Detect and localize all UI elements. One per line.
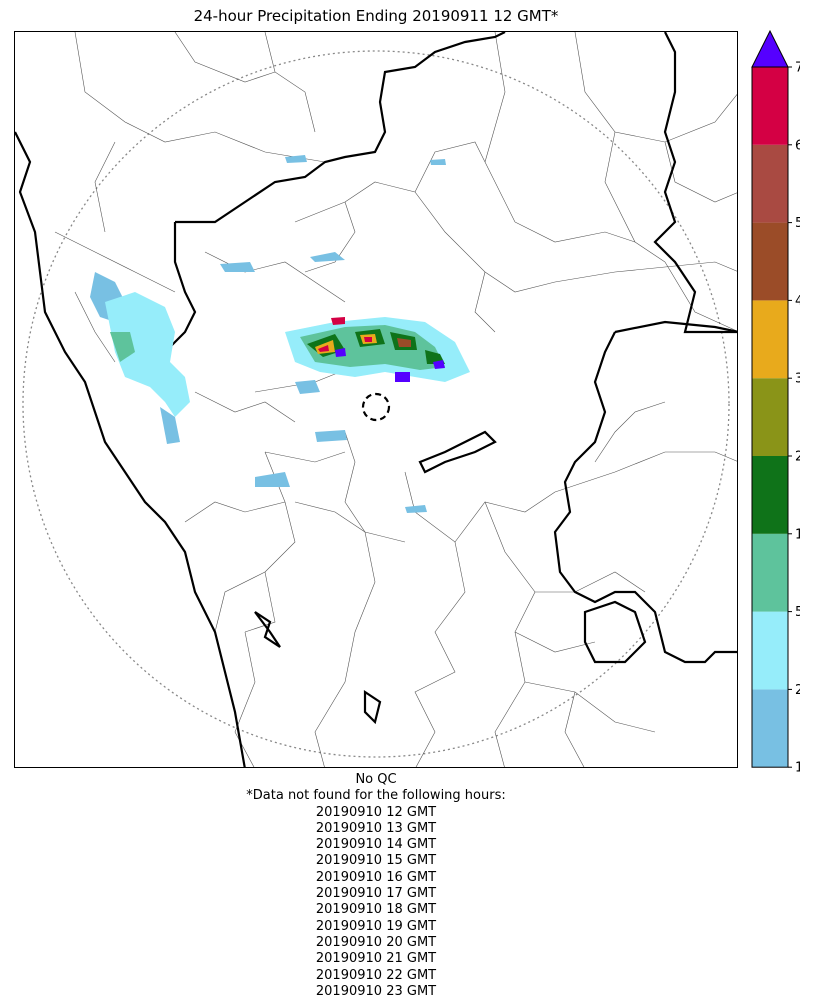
colorbar-segment	[752, 144, 788, 223]
colorbar-tick-label: 70	[795, 61, 800, 76]
colorbar-tick-label: 30	[795, 372, 800, 387]
colorbar-segment	[752, 533, 788, 612]
colorbar-segment	[752, 300, 788, 379]
missing-hour-item: 20190910 16 GMT	[315, 869, 437, 885]
missing-hour-item: 20190910 14 GMT	[315, 837, 437, 853]
radar-range-ring	[22, 50, 730, 758]
map-title: 24-hour Precipitation Ending 20190911 12…	[193, 7, 559, 25]
missing-hour-item: 20190910 19 GMT	[315, 918, 437, 934]
colorbar-tick-label: 10	[795, 527, 800, 542]
missing-hours-list: 20190910 12 GMT 20190910 13 GMT 20190910 1…	[14, 805, 738, 1001]
colorbar-tick-label: 40	[795, 294, 800, 309]
missing-hour-item: 20190910 13 GMT	[315, 820, 437, 836]
colorbar-tick-label: 20	[795, 450, 800, 465]
colorbar-segment	[752, 222, 788, 301]
footer-notes: No QC *Data not found for the following …	[14, 772, 738, 1000]
radar-site-marker	[361, 392, 391, 422]
missing-hour-item: 20190910 23 GMT	[315, 983, 437, 999]
missing-hour-item: 20190910 17 GMT	[315, 886, 437, 902]
missing-hour-item: 20190910 12 GMT	[315, 804, 437, 820]
qc-status: No QC	[355, 772, 397, 787]
missing-hour-item: 20190910 18 GMT	[315, 902, 437, 918]
colorbar-tick-label: 2	[795, 683, 800, 698]
colorbar-tick-label: 1	[795, 761, 800, 775]
precipitation-areas	[90, 155, 470, 513]
colorbar-segment	[752, 611, 788, 690]
missing-hour-item: 20190910 21 GMT	[315, 951, 437, 967]
colorbar-extend-arrow	[751, 29, 789, 68]
missing-hour-item: 20190910 15 GMT	[315, 853, 437, 869]
colorbar-segment	[752, 67, 788, 145]
colorbar-tick-label: 5	[795, 605, 800, 620]
colorbar-tick-label: 60	[795, 138, 800, 153]
missing-hour-item: 20190910 20 GMT	[315, 934, 437, 950]
district-boundaries	[54, 32, 737, 767]
colorbar-segment	[752, 689, 788, 768]
colorbar-segment	[752, 378, 788, 456]
colorbar-segment	[752, 456, 788, 534]
colorbar-outline	[751, 66, 789, 768]
colorbar-tick-label: 50	[795, 216, 800, 231]
precipitation-map	[14, 31, 738, 768]
colorbar: 1 2 5 10 20 30 40 50 60 70	[751, 29, 800, 775]
state-boundaries	[15, 32, 737, 767]
missing-hour-item: 20190910 22 GMT	[315, 967, 437, 983]
missing-data-note: *Data not found for the following hours:	[246, 788, 506, 804]
